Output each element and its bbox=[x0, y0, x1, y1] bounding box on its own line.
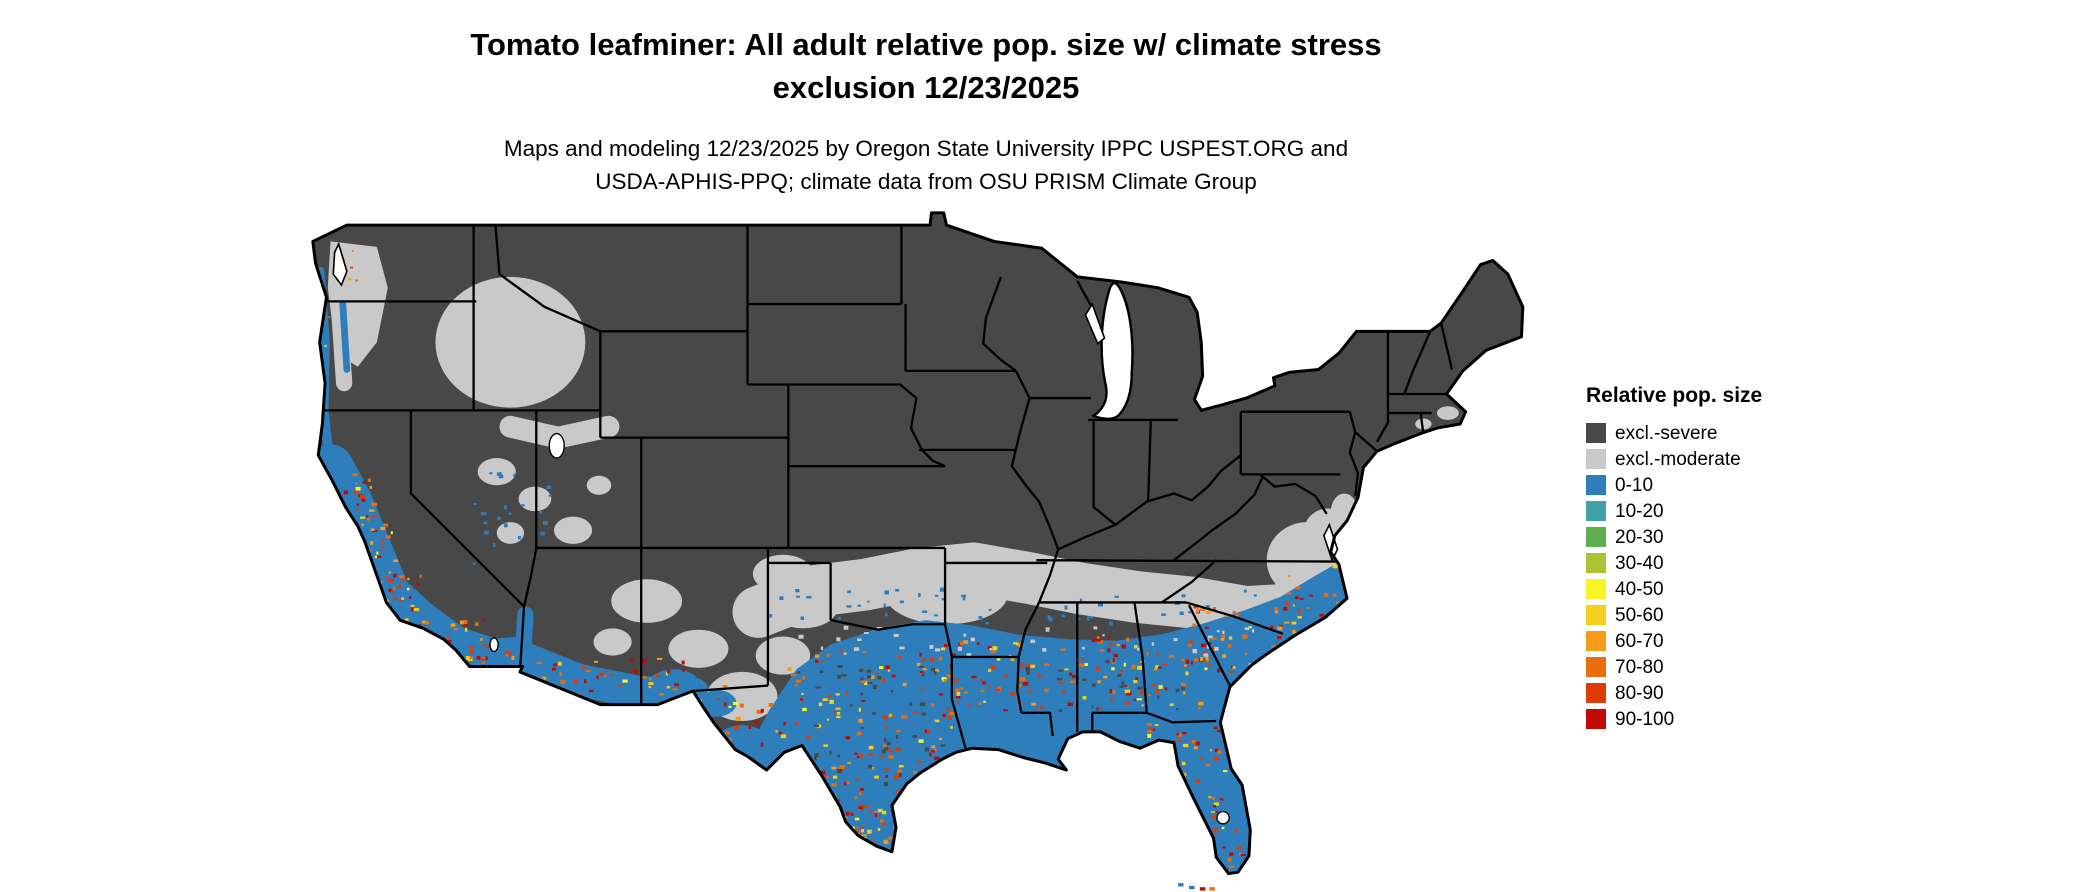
legend-label: 90-100 bbox=[1615, 708, 1675, 730]
us-map bbox=[311, 211, 1525, 891]
legend-swatch bbox=[1586, 527, 1606, 547]
puget-sound bbox=[332, 241, 348, 287]
florida-keys-specks bbox=[1178, 883, 1215, 891]
legend-item: excl.-severe bbox=[1586, 420, 1906, 446]
legend-label: excl.-severe bbox=[1615, 422, 1718, 444]
legend-item: excl.-moderate bbox=[1586, 446, 1906, 472]
legend-swatch bbox=[1586, 553, 1606, 573]
high-population-speckle-layer bbox=[314, 250, 1346, 873]
legend-item: 40-50 bbox=[1586, 576, 1906, 602]
page-title-line1: Tomato leafminer: All adult relative pop… bbox=[470, 27, 1382, 62]
page-subtitle: Maps and modeling 12/23/2025 by Oregon S… bbox=[276, 132, 1576, 200]
legend-swatch bbox=[1586, 501, 1606, 521]
legend-item: 0-10 bbox=[1586, 472, 1906, 498]
legend-item: 20-30 bbox=[1586, 524, 1906, 550]
legend-title: Relative pop. size bbox=[1586, 384, 1763, 407]
legend-swatch bbox=[1586, 631, 1606, 651]
state-borders bbox=[320, 224, 1454, 749]
great-salt-lake bbox=[548, 432, 565, 459]
page-title: Tomato leafminer: All adult relative pop… bbox=[276, 24, 1576, 110]
legend-items: excl.-severe excl.-moderate 0-10 10-20 20-30… bbox=[1586, 420, 1906, 732]
legend-swatch bbox=[1586, 579, 1606, 599]
legend-item: 60-70 bbox=[1586, 628, 1906, 654]
legend-swatch bbox=[1586, 657, 1606, 677]
legend-label: excl.-moderate bbox=[1615, 448, 1741, 470]
legend-swatch bbox=[1586, 605, 1606, 625]
legend-label: 0-10 bbox=[1615, 474, 1654, 496]
legend-item: 50-60 bbox=[1586, 602, 1906, 628]
lake-michigan bbox=[1091, 281, 1134, 421]
legend-item: 90-100 bbox=[1586, 706, 1906, 732]
legend-label: 80-90 bbox=[1615, 682, 1664, 704]
legend-label: 40-50 bbox=[1615, 578, 1664, 600]
page-title-line2: exclusion 12/23/2025 bbox=[772, 69, 1080, 105]
page-subtitle-line1: Maps and modeling 12/23/2025 by Oregon S… bbox=[503, 135, 1349, 161]
legend-swatch bbox=[1586, 423, 1606, 443]
lake-okeechobee bbox=[1216, 810, 1230, 825]
legend-label: 70-80 bbox=[1615, 656, 1664, 678]
legend-swatch bbox=[1586, 683, 1606, 703]
legend-swatch bbox=[1586, 709, 1606, 729]
legend-item: 30-40 bbox=[1586, 550, 1906, 576]
legend-swatch bbox=[1586, 475, 1606, 495]
legend-label: 20-30 bbox=[1615, 526, 1664, 548]
title-block: Tomato leafminer: All adult relative pop… bbox=[276, 24, 1576, 199]
salton-sea bbox=[489, 637, 499, 653]
page-subtitle-line2: USDA-APHIS-PPQ; climate data from OSU PR… bbox=[595, 169, 1257, 195]
state-border-lines bbox=[320, 224, 1454, 749]
legend-item: 70-80 bbox=[1586, 654, 1906, 680]
water-bodies bbox=[332, 241, 1339, 825]
legend-item: 10-20 bbox=[1586, 498, 1906, 524]
legend-label: 60-70 bbox=[1615, 630, 1664, 652]
legend-swatch bbox=[1586, 449, 1606, 469]
legend-label: 50-60 bbox=[1615, 604, 1664, 626]
legend-item: 80-90 bbox=[1586, 680, 1906, 706]
us-outline bbox=[311, 211, 1525, 876]
legend-label: 30-40 bbox=[1615, 552, 1664, 574]
green-bay bbox=[1084, 302, 1106, 345]
legend: Relative pop. size excl.-severe excl.-mod… bbox=[1586, 384, 1906, 732]
legend-label: 10-20 bbox=[1615, 500, 1664, 522]
